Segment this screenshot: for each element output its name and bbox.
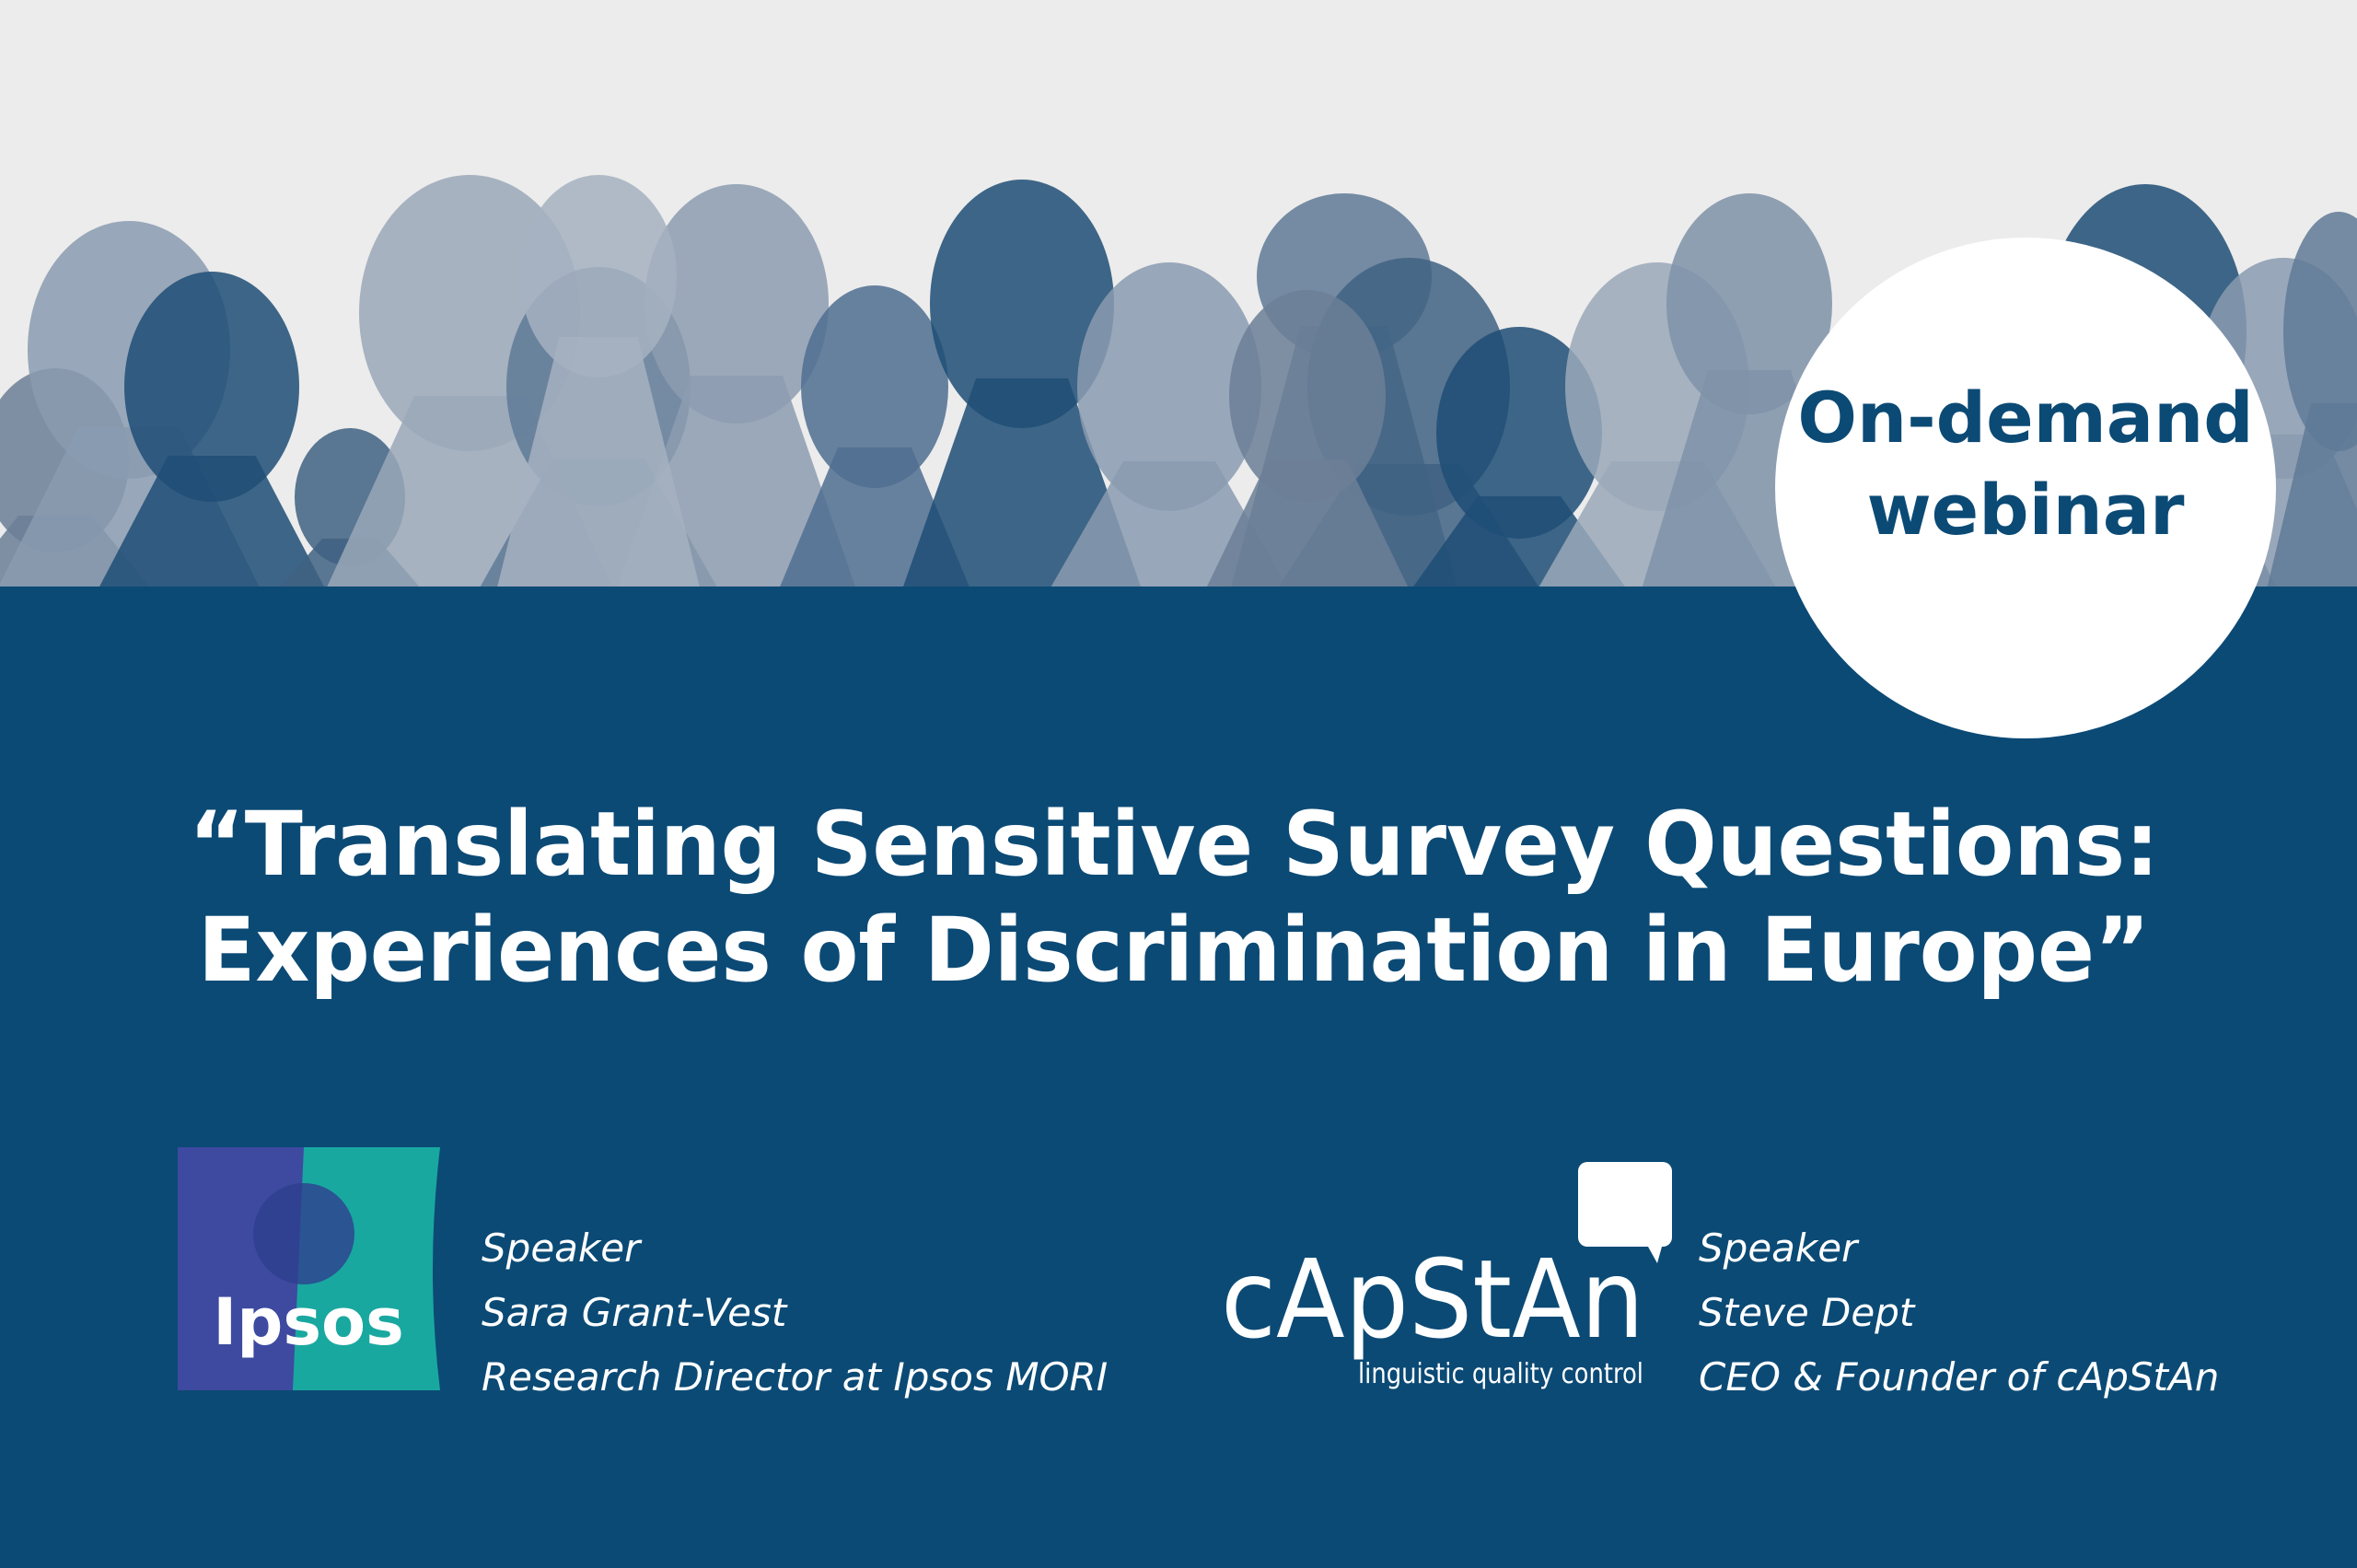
title-line: “Translating Sensitive Survey Questions: xyxy=(189,793,2159,896)
capstan-logo: cApStAn linguistic quality control xyxy=(1221,1162,1672,1390)
speaker-role: Speaker xyxy=(1699,1225,1860,1271)
head-silhouette xyxy=(1666,193,1832,414)
head-silhouette xyxy=(124,272,299,502)
head-silhouette xyxy=(2283,212,2357,451)
title-line: Experiences of Discrimination in Europe” xyxy=(198,899,2150,1002)
head-silhouette xyxy=(1077,262,1261,511)
head-silhouette xyxy=(1436,327,1602,539)
speaker-name: Sara Grant-Vest xyxy=(482,1290,788,1335)
badge-line: On-demand xyxy=(1797,377,2253,459)
shoulder-silhouette xyxy=(2267,403,2357,589)
blue-band xyxy=(0,587,2357,1568)
shoulder-silhouette xyxy=(496,337,701,589)
silhouettes xyxy=(0,175,2357,589)
badge-line: webinar xyxy=(1866,469,2185,551)
logo-tagline: linguistic quality control xyxy=(1358,1358,1643,1390)
head-silhouette xyxy=(644,184,829,424)
shoulder-silhouette xyxy=(98,456,326,589)
speaker-position: CEO & Founder of cApStAn xyxy=(1699,1354,2219,1400)
logo-text: Ipsos xyxy=(213,1284,404,1360)
speaker-role: Speaker xyxy=(482,1225,643,1271)
shoulder-silhouette xyxy=(1205,459,1410,589)
logo-text: cApStAn xyxy=(1221,1236,1644,1363)
head-silhouette xyxy=(930,180,1114,428)
head-silhouette xyxy=(1229,290,1386,502)
head-silhouette xyxy=(520,175,677,377)
ipsos-logo: Ipsos xyxy=(178,1147,440,1390)
head-silhouette xyxy=(801,285,948,488)
speaker-name: Steve Dept xyxy=(1699,1290,1916,1335)
badge-circle xyxy=(1775,238,2276,738)
speaker-position: Research Director at Ipsos MORI xyxy=(482,1354,1108,1400)
